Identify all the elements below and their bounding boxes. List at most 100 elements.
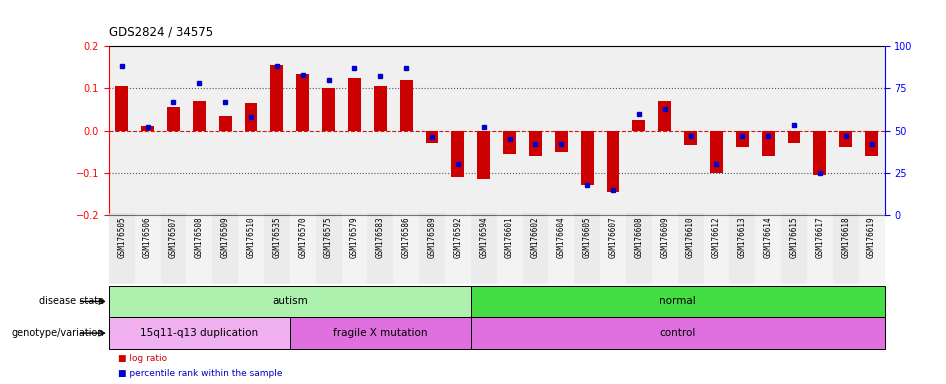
Bar xyxy=(658,101,671,131)
Bar xyxy=(684,131,697,146)
Bar xyxy=(342,213,367,284)
Bar xyxy=(710,131,723,173)
Bar xyxy=(762,131,775,156)
Text: control: control xyxy=(659,328,696,338)
Bar xyxy=(394,213,419,284)
Bar xyxy=(549,213,574,284)
Bar xyxy=(367,213,394,284)
Text: GSM176507: GSM176507 xyxy=(169,217,178,258)
Bar xyxy=(109,213,134,284)
Bar xyxy=(316,213,342,284)
Bar xyxy=(115,86,129,131)
Bar xyxy=(704,213,729,284)
Bar xyxy=(606,131,620,192)
Bar xyxy=(289,317,471,349)
Bar xyxy=(554,131,568,152)
Text: GSM176608: GSM176608 xyxy=(635,217,643,258)
Text: GSM176613: GSM176613 xyxy=(738,217,746,258)
Bar xyxy=(632,120,645,131)
Bar xyxy=(161,213,186,284)
Bar xyxy=(451,131,464,177)
Bar xyxy=(471,213,497,284)
Bar xyxy=(109,317,289,349)
Bar xyxy=(219,116,232,131)
Bar xyxy=(296,74,309,131)
Text: disease state: disease state xyxy=(39,296,104,306)
Bar xyxy=(755,213,781,284)
Bar xyxy=(374,86,387,131)
Bar xyxy=(865,131,878,156)
Text: GSM176586: GSM176586 xyxy=(402,217,411,258)
Bar xyxy=(419,213,445,284)
Bar xyxy=(134,213,161,284)
Bar xyxy=(264,213,289,284)
Text: GSM176506: GSM176506 xyxy=(143,217,152,258)
Text: GSM176583: GSM176583 xyxy=(376,217,385,258)
Bar xyxy=(445,213,471,284)
Text: GSM176509: GSM176509 xyxy=(220,217,230,258)
Bar xyxy=(271,65,284,131)
Bar xyxy=(574,213,600,284)
Text: GSM176604: GSM176604 xyxy=(557,217,566,258)
Text: GSM176510: GSM176510 xyxy=(247,217,255,258)
Text: normal: normal xyxy=(659,296,696,306)
Text: GSM176589: GSM176589 xyxy=(428,217,436,258)
Bar xyxy=(832,213,859,284)
Bar xyxy=(426,131,438,143)
Bar xyxy=(529,131,542,156)
Text: ■ log ratio: ■ log ratio xyxy=(118,354,167,363)
Bar xyxy=(736,131,748,147)
Text: GSM176505: GSM176505 xyxy=(117,217,126,258)
Text: GSM176619: GSM176619 xyxy=(867,217,876,258)
Text: GSM176592: GSM176592 xyxy=(453,217,463,258)
Text: GDS2824 / 34575: GDS2824 / 34575 xyxy=(109,25,213,38)
Bar xyxy=(141,126,154,131)
Text: GSM176615: GSM176615 xyxy=(790,217,798,258)
Bar xyxy=(348,78,361,131)
Text: GSM176535: GSM176535 xyxy=(272,217,281,258)
Bar xyxy=(244,103,257,131)
Bar xyxy=(289,213,316,284)
Text: autism: autism xyxy=(272,296,307,306)
Bar xyxy=(503,131,516,154)
Text: ■ percentile rank within the sample: ■ percentile rank within the sample xyxy=(118,369,283,378)
Text: GSM176614: GSM176614 xyxy=(763,217,773,258)
Text: GSM176612: GSM176612 xyxy=(712,217,721,258)
Bar xyxy=(193,101,206,131)
Text: GSM176607: GSM176607 xyxy=(608,217,618,258)
Bar xyxy=(677,213,704,284)
Bar xyxy=(497,213,522,284)
Bar xyxy=(787,131,800,143)
Text: GSM176610: GSM176610 xyxy=(686,217,695,258)
Bar xyxy=(600,213,626,284)
Bar xyxy=(399,80,412,131)
Bar xyxy=(522,213,549,284)
Text: GSM176579: GSM176579 xyxy=(350,217,359,258)
Bar xyxy=(477,131,490,179)
Bar xyxy=(109,286,471,317)
Text: GSM176609: GSM176609 xyxy=(660,217,669,258)
Bar xyxy=(166,107,180,131)
Bar xyxy=(471,286,885,317)
Text: GSM176594: GSM176594 xyxy=(480,217,488,258)
Bar xyxy=(212,213,238,284)
Bar xyxy=(238,213,264,284)
Bar xyxy=(729,213,755,284)
Text: GSM176605: GSM176605 xyxy=(583,217,591,258)
Text: genotype/variation: genotype/variation xyxy=(11,328,104,338)
Bar xyxy=(322,88,335,131)
Bar xyxy=(581,131,594,185)
Text: GSM176617: GSM176617 xyxy=(815,217,824,258)
Bar xyxy=(186,213,212,284)
Bar xyxy=(626,213,652,284)
Bar xyxy=(781,213,807,284)
Text: 15q11-q13 duplication: 15q11-q13 duplication xyxy=(140,328,258,338)
Text: GSM176601: GSM176601 xyxy=(505,217,514,258)
Bar xyxy=(471,317,885,349)
Bar xyxy=(807,213,832,284)
Bar xyxy=(859,213,885,284)
Text: GSM176602: GSM176602 xyxy=(531,217,540,258)
Bar xyxy=(652,213,677,284)
Bar xyxy=(814,131,826,175)
Bar xyxy=(839,131,852,147)
